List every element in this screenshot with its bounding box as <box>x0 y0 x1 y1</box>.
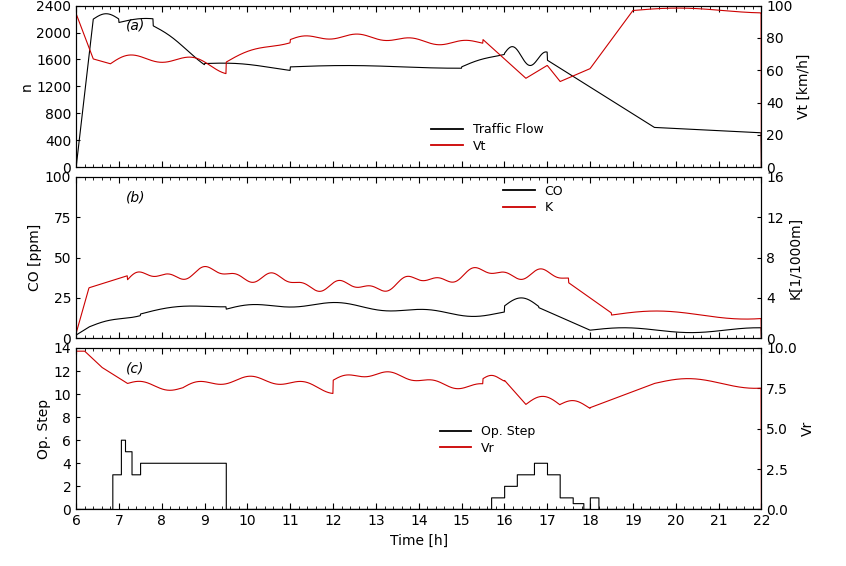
Y-axis label: Vt [km/h]: Vt [km/h] <box>797 54 810 119</box>
Y-axis label: n: n <box>19 82 33 91</box>
Legend: Traffic Flow, Vt: Traffic Flow, Vt <box>431 123 543 153</box>
Y-axis label: CO [ppm]: CO [ppm] <box>28 224 42 291</box>
Text: (c): (c) <box>125 361 144 375</box>
X-axis label: Time [h]: Time [h] <box>390 534 448 548</box>
Text: (a): (a) <box>125 19 145 33</box>
Y-axis label: Op. Step: Op. Step <box>37 398 51 458</box>
Text: (b): (b) <box>125 190 145 204</box>
Y-axis label: K[1/1000m]: K[1/1000m] <box>788 216 802 299</box>
Y-axis label: Vr: Vr <box>801 421 816 436</box>
Legend: Op. Step, Vr: Op. Step, Vr <box>440 425 535 454</box>
Legend: CO, K: CO, K <box>503 185 563 215</box>
